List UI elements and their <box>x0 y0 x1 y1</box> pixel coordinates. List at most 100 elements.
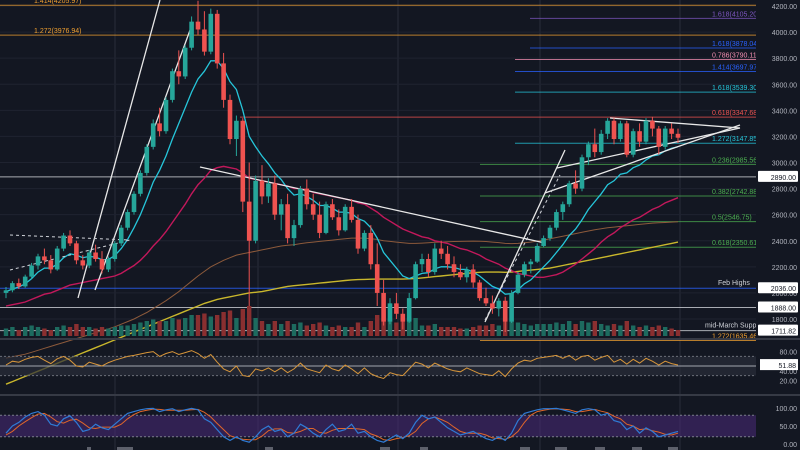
price-tick-label: 3000.00 <box>772 161 797 168</box>
dashed-channel-line <box>9 239 131 271</box>
candle-body <box>400 313 406 322</box>
volume-bar <box>323 325 329 336</box>
candle-body <box>10 283 15 291</box>
volume-bar <box>144 321 149 336</box>
volume-bar <box>355 322 361 336</box>
candle-body <box>22 276 28 287</box>
time-axis-marker <box>595 447 605 450</box>
volume-bar <box>368 321 373 336</box>
candle-body <box>131 193 137 213</box>
trend-line <box>556 127 741 169</box>
fib-label: 1.618(3539.30) <box>712 85 759 92</box>
volume-bar <box>554 322 559 336</box>
price-tick-label: 4000.00 <box>772 30 797 37</box>
volume-bar <box>3 328 9 336</box>
volume-bar <box>99 327 105 336</box>
fib-levels: 1.414(4205.97) 1.272(3976.94) 1.618(4105.2… <box>0 0 759 341</box>
volume-bar <box>483 325 489 336</box>
candle-body <box>349 206 354 220</box>
volume-bar <box>215 315 220 336</box>
volume-bar <box>10 327 15 336</box>
candle-body <box>426 259 431 273</box>
candle-body <box>496 300 502 309</box>
fib-label: 0.382(2742.88) <box>712 189 759 196</box>
candle-body <box>355 219 361 249</box>
price-axis[interactable]: 4200.00 4000.00 3800.00 3600.00 3400.00 3200.… <box>756 0 800 338</box>
volume-bar <box>426 325 431 336</box>
price-tick-label: 2800.00 <box>772 187 797 194</box>
candle-body <box>656 128 662 147</box>
volume-bar <box>279 324 284 336</box>
price-tick-label: 1800.00 <box>772 317 797 324</box>
candle-body <box>195 21 201 30</box>
candle-body <box>502 300 508 322</box>
candles <box>3 0 681 333</box>
volume-bar <box>317 322 322 336</box>
time-axis-marker <box>632 447 642 450</box>
volume-bar <box>509 321 514 336</box>
candle-body <box>534 245 540 262</box>
time-axis-marker <box>520 447 530 450</box>
stoch-tick-label: 50.00 <box>779 424 797 431</box>
candle-body <box>304 188 310 205</box>
volume-bar <box>304 325 309 336</box>
fib-label: 1.414(4205.97) <box>34 0 81 5</box>
volume-bar <box>413 318 418 336</box>
candle-body <box>432 248 438 273</box>
volume-bar <box>285 321 290 336</box>
price-tag <box>758 324 798 336</box>
volume-bar <box>547 324 553 336</box>
volume-bar <box>189 315 194 336</box>
volume-bar <box>272 321 277 336</box>
volume-bar <box>387 319 393 336</box>
candle-body <box>618 123 623 140</box>
volume-bar <box>16 330 21 336</box>
candle-body <box>35 256 41 266</box>
volume-bar <box>221 312 226 336</box>
time-axis-marker <box>117 447 133 450</box>
volume-bar <box>496 325 501 336</box>
volume-bar <box>432 324 437 336</box>
price-tick-label: 3600.00 <box>772 82 797 89</box>
volume-bar <box>611 324 617 336</box>
candle-body <box>214 13 220 64</box>
rsi-tick-label: 40.00 <box>779 369 797 376</box>
candle-body <box>67 235 73 244</box>
trend-line <box>484 149 566 323</box>
candle-body <box>227 99 233 140</box>
fib-label: 0.5(2546.75) <box>712 215 752 222</box>
volume-bar <box>93 328 98 336</box>
candle-body <box>675 133 681 138</box>
trend-line <box>544 124 741 194</box>
candle-body <box>170 71 175 100</box>
candle-body <box>374 264 380 293</box>
candle-body <box>477 282 482 299</box>
stoch-band <box>0 415 756 437</box>
volume-bar <box>522 324 527 336</box>
volume-bar <box>669 328 674 336</box>
volume-bar <box>663 327 668 336</box>
candle-body <box>515 274 521 293</box>
trend-line <box>94 21 194 291</box>
volume-bar <box>336 325 341 336</box>
candle-body <box>291 225 297 239</box>
candle-body <box>182 47 188 77</box>
feb-highs-label: Feb Highs <box>718 280 750 287</box>
candle-body <box>362 232 367 249</box>
volume-bar <box>592 321 597 336</box>
price-tick-label: 2000.00 <box>772 291 797 298</box>
volume-bar <box>87 327 92 336</box>
candle-body <box>451 264 457 273</box>
candle-body <box>579 157 585 189</box>
volume-bar <box>618 325 623 336</box>
volume-bar <box>202 313 207 336</box>
volume-bar <box>106 328 111 336</box>
price-tick-label: 3400.00 <box>772 108 797 115</box>
candle-body <box>394 303 399 314</box>
candle-body <box>99 259 105 270</box>
candle-body <box>637 131 642 142</box>
candle-body <box>176 71 182 77</box>
volume-bar <box>48 330 53 336</box>
candle-body <box>221 63 226 100</box>
